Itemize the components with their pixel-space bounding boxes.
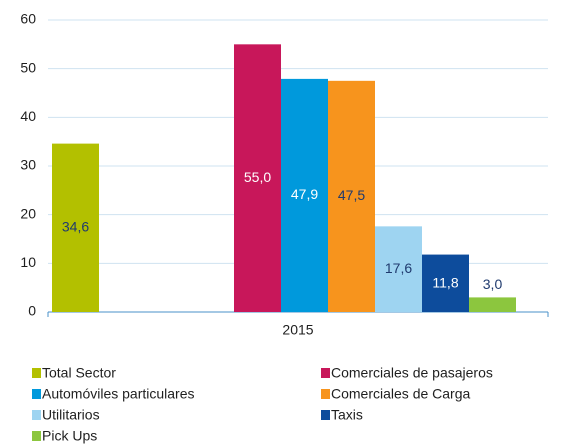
bar [234,44,281,312]
y-tick-label: 30 [20,157,36,173]
bar [469,297,516,312]
y-tick-label: 40 [20,108,36,124]
bar [52,143,99,312]
value-label: 3,0 [483,276,503,292]
legend-label: Automóviles particulares [42,386,195,402]
bar [328,80,375,312]
value-label: 17,6 [385,260,412,276]
legend-swatch [321,389,330,399]
bar [422,254,469,312]
value-label: 47,9 [291,186,318,202]
legend-swatch [321,368,330,378]
legend-swatch [32,389,41,399]
y-tick-label: 20 [20,205,36,221]
legend-label: Taxis [331,407,363,423]
y-tick-label: 10 [20,254,36,270]
legend-swatch [32,410,41,420]
x-tick-label: 2015 [282,322,313,338]
legend-label: Comerciales de Carga [331,386,470,402]
legend-swatch [32,431,41,441]
value-label: 55,0 [244,169,271,185]
legend-swatch [32,368,41,378]
legend-label: Utilitarios [42,407,100,423]
y-tick-label: 50 [20,59,36,75]
value-label: 47,5 [338,187,365,203]
bar [281,78,328,313]
legend-label: Comerciales de pasajeros [331,365,493,381]
value-label: 11,8 [432,274,458,290]
y-tick-label: 0 [28,303,36,319]
legend-swatch [321,410,330,420]
legend-label: Pick Ups [42,428,97,444]
bar [375,226,422,312]
legend-label: Total Sector [42,365,116,381]
value-label: 34,6 [62,219,89,235]
y-tick-label: 60 [20,11,36,27]
